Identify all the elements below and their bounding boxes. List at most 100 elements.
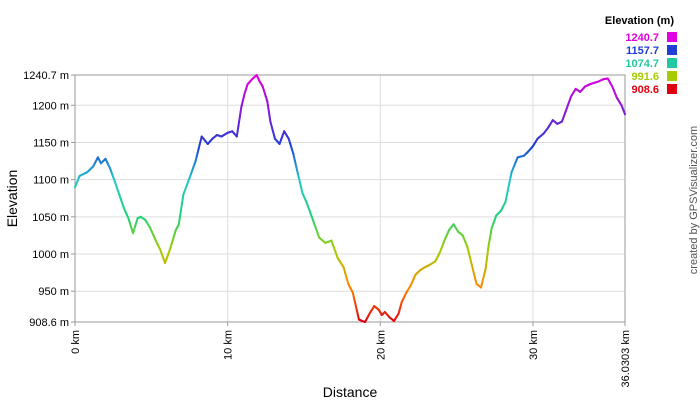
profile-point	[510, 171, 513, 174]
profile-point	[215, 134, 218, 137]
profile-point	[171, 239, 174, 242]
profile-point	[423, 266, 426, 269]
profile-point	[177, 223, 180, 226]
profile-point	[397, 312, 400, 315]
profile-point	[434, 260, 437, 263]
profile-point	[393, 319, 396, 322]
profile-point	[342, 266, 345, 269]
profile-point	[347, 282, 350, 285]
profile-point	[113, 180, 116, 183]
profile-point	[480, 286, 483, 289]
profile-point	[74, 186, 76, 189]
y-tick-label: 1240.7 m	[23, 70, 69, 82]
profile-point	[211, 137, 214, 140]
profile-point	[188, 177, 191, 180]
profile-point	[624, 113, 626, 116]
profile-point	[194, 160, 197, 163]
legend-title: Elevation (m)	[605, 15, 674, 27]
profile-point	[405, 291, 408, 294]
profile-point	[377, 308, 380, 311]
profile-point	[414, 273, 417, 276]
profile-point	[354, 305, 357, 308]
profile-point	[104, 157, 107, 160]
profile-point	[255, 74, 258, 76]
profile-point	[383, 311, 386, 314]
profile-point	[466, 245, 469, 248]
profile-point	[588, 83, 591, 86]
profile-point	[409, 284, 412, 287]
profile-point	[240, 105, 243, 108]
profile-point	[246, 83, 249, 86]
legend-swatch	[667, 58, 677, 68]
profile-point	[351, 291, 354, 294]
legend-value: 1240.7	[625, 32, 659, 44]
profile-point	[136, 217, 139, 220]
profile-point	[96, 156, 99, 159]
y-axis-ticks: 908.6 m 950 m 1000 m 1050 m 1100 m 1150 m 1200…	[23, 70, 75, 329]
profile-point	[306, 202, 309, 205]
profile-point	[78, 174, 81, 177]
profile-point	[490, 226, 493, 229]
profile-point	[287, 137, 290, 140]
profile-point	[122, 206, 125, 209]
legend-value: 991.6	[631, 71, 659, 83]
profile-point	[504, 200, 507, 203]
profile-point	[357, 318, 360, 321]
profile-point	[243, 93, 246, 96]
legend-swatch	[667, 45, 677, 55]
profile-point	[443, 239, 446, 242]
profile-point	[461, 234, 464, 237]
profile-point	[92, 165, 95, 168]
profile-point	[560, 120, 563, 123]
profile-point	[168, 249, 171, 252]
profile-point	[269, 120, 272, 123]
profile-point	[109, 167, 112, 170]
profile-point	[182, 193, 185, 196]
profile-point	[484, 267, 487, 270]
profile-point	[475, 282, 478, 285]
x-tick-label: 10 km	[223, 330, 235, 360]
profile-point	[579, 90, 582, 93]
profile-point	[457, 230, 460, 233]
profile-point	[200, 135, 203, 138]
profile-point	[516, 156, 519, 159]
profile-point	[118, 193, 121, 196]
elevation-profile-line	[74, 74, 626, 323]
legend-swatch	[667, 71, 677, 81]
profile-point	[154, 239, 157, 242]
profile-point	[226, 131, 229, 134]
profile-point	[418, 269, 421, 272]
profile-point	[551, 119, 554, 122]
profile-point	[373, 305, 376, 308]
profile-point	[144, 218, 147, 221]
profile-point	[330, 239, 333, 242]
profile-point	[611, 85, 614, 88]
y-tick-label: 1050 m	[32, 212, 69, 224]
legend-swatch	[667, 32, 677, 42]
x-tick-label: 36.0303 km	[620, 330, 632, 387]
profile-point	[301, 192, 304, 195]
profile-point	[139, 215, 142, 218]
profile-point	[602, 78, 605, 81]
y-tick-label: 1150 m	[33, 137, 69, 149]
y-tick-label: 1000 m	[32, 249, 69, 261]
x-axis-title: Distance	[323, 384, 378, 400]
profile-point	[438, 251, 441, 254]
profile-point	[312, 219, 315, 222]
profile-point	[470, 264, 473, 267]
profile-point	[583, 85, 586, 88]
y-axis-title: Elevation	[4, 170, 20, 228]
profile-point	[336, 256, 339, 259]
profile-point	[615, 96, 618, 99]
profile-point	[447, 229, 450, 232]
plot-area	[74, 74, 626, 323]
profile-point	[251, 78, 254, 81]
profile-point	[159, 249, 162, 252]
profile-point	[531, 145, 534, 148]
profile-point	[296, 172, 299, 175]
profile-point	[574, 87, 577, 90]
legend-value: 1074.7	[625, 58, 659, 70]
profile-point	[542, 132, 545, 135]
profile-point	[388, 316, 391, 319]
profile-point	[360, 319, 363, 322]
